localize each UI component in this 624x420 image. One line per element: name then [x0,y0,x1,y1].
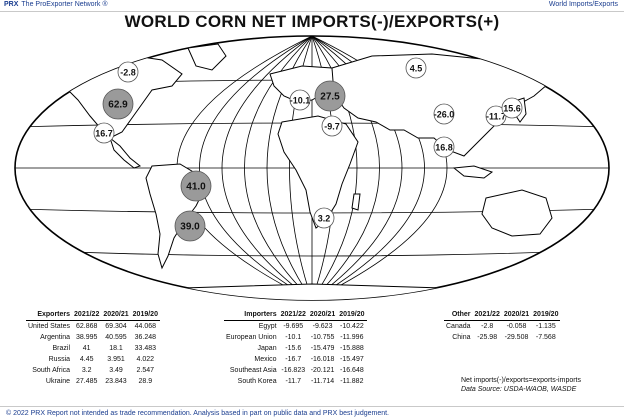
data-source: Data Source: USDA-WAOB, WASDE [461,386,577,393]
indonesia-shape [452,165,494,179]
bubble-label: -26.0 [434,110,455,120]
bubble-circle [433,103,455,125]
column-header: Exporters [26,311,73,321]
map-value-bubble: -26.0 [433,103,455,125]
column-header: 2020/21 [101,311,131,321]
table-row: Japan -15.6 -15.479 -15.888 [257,344,364,352]
bubble-label: 4.5 [410,64,423,74]
table-row: Egypt -9.695 -9.623 -10.422 [258,322,364,330]
bubble-circle [313,207,335,229]
bubble-label: 62.9 [108,100,128,111]
table-row: European Union -10.1 -10.755 -11.996 [226,333,364,341]
bubble-label: 3.2 [318,214,331,224]
table-row: Russia 4.45 3.951 4.022 [48,355,155,363]
chart-note: Net imports(-)/exports=exports-imports D… [461,376,581,394]
table-row: Canada -2.8 -0.058 -1.135 [446,322,556,330]
greenland-shape [187,43,227,71]
brand: PRX The ProExporter Network ® [4,1,108,8]
bubble-circle [501,97,523,119]
bubble-label: -11.7 [486,112,506,122]
bubble-circle [433,136,455,158]
map-value-bubble: 39.0 [174,210,206,242]
bubble-label: -10.1 [290,96,311,106]
table-row: Southeast Asia -16.823 -20.121 -16.648 [229,366,364,374]
bubble-circle [180,170,212,202]
column-header: 2021/22 [278,311,308,321]
bubble-circle [102,88,134,120]
bubble-label: 16.8 [435,143,453,153]
table-row: South Korea -11.7 -11.714 -11.882 [237,377,364,385]
column-header: Other [444,311,473,321]
bubble-circle [314,80,346,112]
bubble-label: 39.0 [180,222,200,233]
map-value-bubble: -10.1 [289,89,311,111]
table-row: Mexico -16.7 -16.018 -15.497 [254,355,364,363]
map-value-bubble: 4.5 [405,57,427,79]
section-tag: World Imports/Exports [548,1,618,8]
column-header: 2019/20 [531,311,561,321]
importers-table: Importers 2021/22 2020/21 2019/20 Egypt -… [224,311,367,387]
bubble-label: 41.0 [186,182,206,193]
map-value-bubble: 15.6 [501,97,523,119]
column-header: 2019/20 [337,311,367,321]
map-value-bubble: 27.5 [314,80,346,112]
map-value-bubble: -11.7 [485,105,507,127]
bubble-label: 16.7 [95,129,113,139]
exporters-table: Exporters 2021/22 2020/21 2019/20 United… [26,311,160,387]
table-row: Ukraine 27.485 23.843 28.9 [45,377,153,385]
bubble-circle [321,115,343,137]
map-value-bubble: 62.9 [102,88,134,120]
table-row: South Africa 3.2 3.49 2.547 [32,366,155,374]
map-bubbles: -2.8 62.9 16.7 41.0 39.0 -10.1 27.5 -9.7 4.5 3.2 -… [93,57,523,242]
bubble-circle [93,122,115,144]
madagascar-shape [351,193,361,211]
bubble-circle [174,210,206,242]
table-row: Brazil 41 18.1 33.483 [52,344,157,352]
bubble-label: 15.6 [503,104,521,114]
table-row: United States 62.868 69.304 44.068 [28,322,157,330]
map-value-bubble: -9.7 [321,115,343,137]
bubble-label: -2.8 [120,68,136,78]
page-title: WORLD CORN NET IMPORTS(-)/EXPORTS(+) [124,12,500,31]
top-bar: PRX The ProExporter Network ® World Impor… [0,0,624,12]
central-america-shape [108,136,142,169]
column-header: Importers [224,311,279,321]
bubble-circle [117,61,139,83]
map-value-bubble: 3.2 [313,207,335,229]
column-header: 2020/21 [307,311,338,321]
bubble-circle [289,89,311,111]
column-header: 2019/20 [130,311,160,321]
footer-disclaimer: © 2022 PRX Report not intended as trade … [0,406,624,420]
antarctica-shape [51,283,573,300]
column-header: 2020/21 [501,311,532,321]
table-row: China -25.98 -29.508 -7.568 [452,333,556,341]
other-table: Other 2021/22 2020/21 2019/20 Canada -2.8… [444,311,561,343]
bubble-circle [405,57,427,79]
map-value-bubble: 16.8 [433,136,455,158]
note-line: Net imports(-)/exports=exports-imports [461,377,582,384]
australia-shape [481,189,553,237]
column-header: 2021/22 [472,311,502,321]
bubble-label: 27.5 [320,92,340,103]
map-value-bubble: -2.8 [117,61,139,83]
map-value-bubble: 16.7 [93,122,115,144]
table-row: Argentina 38.995 40.595 36.248 [40,333,157,341]
bubble-label: -9.7 [324,122,340,132]
map-value-bubble: 41.0 [180,170,212,202]
column-header: 2021/22 [72,311,102,321]
world-map: -2.8 62.9 16.7 41.0 39.0 -10.1 27.5 -9.7 4.5 3.2 -… [14,35,610,301]
